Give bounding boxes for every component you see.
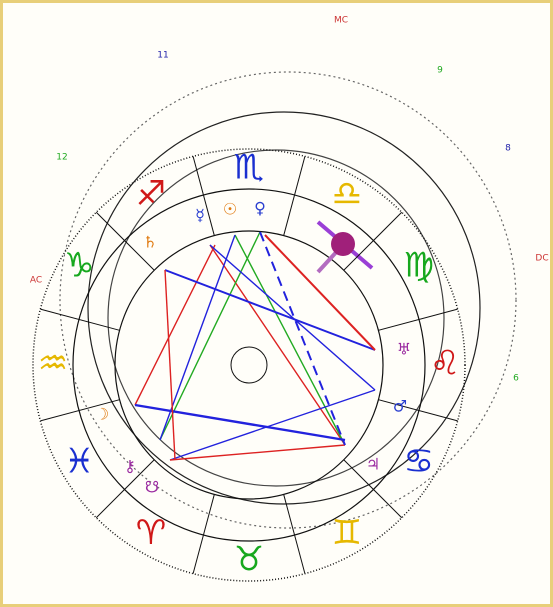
sign-glyph: ♏: [234, 148, 264, 188]
house-number: 8: [505, 144, 511, 154]
planet-glyph: ♂: [393, 397, 407, 416]
planet-glyph: ☉: [223, 200, 237, 219]
page: MC AC DC ♒♓♈♉♊♋♌♍♎♏♐♑1191286☿☉♀♄♅♂♃☽⚷☋ (…: [0, 0, 553, 607]
handle-knob[interactable]: [331, 232, 355, 256]
planet-glyph: ☿: [195, 206, 205, 225]
sign-glyph: ♋: [403, 442, 433, 482]
planet-glyph: ⚷: [124, 457, 136, 476]
sign-glyph: ♊: [332, 513, 362, 553]
planet-glyph: ♃: [366, 455, 380, 474]
planet-glyph: ♅: [397, 340, 411, 359]
sign-divider: [378, 400, 457, 421]
sign-glyph: ♍: [403, 246, 433, 286]
sign-divider: [284, 156, 305, 235]
house-number: 6: [513, 374, 519, 384]
house-number: 12: [56, 153, 67, 163]
planet-glyph: ☋: [145, 478, 159, 497]
angle-label: AC: [30, 276, 42, 286]
house-number: 11: [157, 51, 168, 61]
chart-wheel: MC AC DC ♒ ♓ ♈ ♉ ♊ ♋ ♌ ♍ ♎ ♏ ♐ ♑ 11 9 12 8 6 ☿ ☉ ♀ ♄ ♅ ♂ ♃ ☽ ⚷ ☋: [0, 0, 553, 607]
planet-glyph: ♀: [254, 199, 266, 218]
sign-glyph: ♎: [332, 174, 362, 214]
sign-glyph: ♌: [430, 344, 460, 384]
planet-glyph: ♄: [143, 233, 157, 252]
sign-glyph: ♓: [64, 442, 94, 482]
sign-divider: [378, 309, 457, 330]
selection-handle[interactable]: [318, 222, 372, 272]
sign-divider: [284, 494, 305, 573]
sign-divider: [193, 494, 214, 573]
house-number: 9: [437, 66, 443, 76]
sign-glyph: ♒: [38, 344, 68, 384]
sign-glyph: ♑: [64, 246, 94, 286]
sign-glyph: ♐: [136, 174, 166, 214]
sign-glyph: ♉: [234, 540, 264, 580]
angle-label: DC: [535, 254, 548, 264]
angle-label: MC: [334, 16, 348, 26]
sign-glyph: ♈: [136, 513, 166, 553]
planet-glyph: ☽: [95, 405, 109, 424]
